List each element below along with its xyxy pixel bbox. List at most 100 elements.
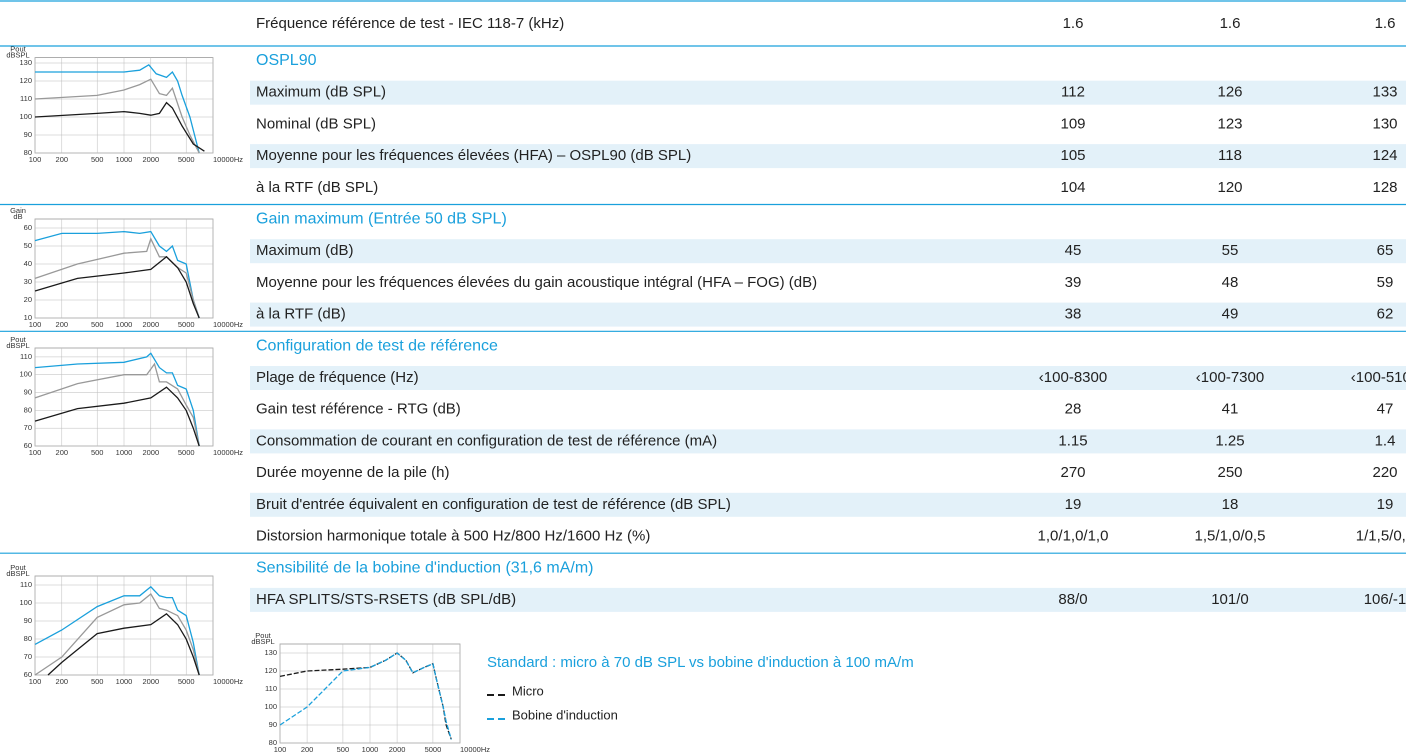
- row-value: 1,0/1,0/1,0: [1038, 527, 1109, 544]
- row-label: Nominal (dB SPL): [256, 115, 376, 132]
- y-tick-label: 110: [265, 684, 277, 693]
- chart-note: Standard : micro à 70 dB SPL vs bobine d…: [487, 654, 914, 671]
- row-band: [250, 366, 1406, 390]
- x-tick-label: 10000Hz: [213, 320, 243, 329]
- mini-chart: 60 70 80 90 100 110 100 200 500 1000 2000 5000 10000…: [6, 335, 243, 457]
- row-value: 19: [1377, 496, 1394, 513]
- x-tick-label: 2000: [142, 448, 159, 457]
- x-tick-label: 5000: [178, 320, 195, 329]
- y-axis-label: dBSPL: [6, 341, 29, 350]
- y-tick-label: 110: [20, 580, 32, 589]
- row-value: 130: [1372, 115, 1397, 132]
- x-tick-label: 1000: [116, 448, 133, 457]
- curve: [34, 386, 200, 447]
- x-tick-label: 200: [56, 677, 69, 686]
- x-tick-label: 10000Hz: [213, 155, 243, 164]
- curve: [47, 612, 200, 676]
- row-value: 38: [1065, 306, 1082, 323]
- row-band: [250, 429, 1406, 454]
- x-tick-label: 1000: [362, 745, 379, 754]
- row-value: 49: [1222, 306, 1239, 323]
- y-tick-label: 50: [24, 241, 32, 250]
- row-value: 55: [1222, 242, 1239, 259]
- row-value: 39: [1065, 274, 1082, 291]
- x-tick-label: 1000: [116, 320, 133, 329]
- x-tick-label: 200: [56, 155, 69, 164]
- curve: [279, 652, 452, 740]
- y-tick-label: 90: [24, 616, 32, 625]
- mini-chart: 80 90 100 110 120 130 100 200 500 1000 2000 5000 100…: [6, 45, 243, 164]
- x-tick-label: 1000: [116, 155, 133, 164]
- y-tick-label: 70: [24, 423, 32, 432]
- row-band: [250, 492, 1406, 517]
- row-value: 106/-1: [1364, 591, 1406, 608]
- row-label: HFA SPLITS/STS-RSETS (dB SPL/dB): [256, 591, 516, 608]
- y-tick-label: 100: [19, 370, 32, 379]
- row-label: Bruit d'entrée équivalent en configurati…: [256, 496, 731, 513]
- curve: [34, 101, 205, 152]
- x-tick-label: 500: [91, 320, 104, 329]
- y-tick-label: 30: [24, 277, 32, 286]
- curve: [34, 237, 200, 319]
- y-tick-label: 80: [24, 148, 32, 157]
- y-tick-label: 60: [24, 223, 32, 232]
- y-axis-label: Pout: [10, 335, 26, 344]
- y-axis-label: Pout: [10, 563, 26, 572]
- curve: [34, 230, 200, 319]
- row-band: [250, 144, 1406, 169]
- row-value: 101/0: [1211, 591, 1249, 608]
- row-value: 1.4: [1375, 432, 1396, 449]
- x-tick-label: 5000: [178, 677, 195, 686]
- y-tick-label: 80: [24, 634, 32, 643]
- row-label: Fréquence référence de test - IEC 118-7 …: [256, 15, 564, 32]
- curve: [34, 585, 200, 676]
- row-label: Maximum (dB): [256, 242, 354, 259]
- row-value: 18: [1222, 496, 1239, 513]
- y-tick-label: 120: [264, 666, 277, 675]
- x-tick-label: 200: [301, 745, 314, 754]
- x-tick-label: 10000Hz: [213, 677, 243, 686]
- y-tick-label: 80: [269, 738, 277, 747]
- x-tick-label: 2000: [389, 745, 406, 754]
- y-tick-label: 100: [19, 598, 32, 607]
- row-label: Moyenne pour les fréquences élevées (HFA…: [256, 147, 691, 164]
- x-tick-label: 100: [29, 448, 42, 457]
- y-tick-label: 60: [24, 441, 32, 450]
- row-value: 1.6: [1220, 15, 1241, 32]
- section-title: Gain maximum (Entrée 50 dB SPL): [256, 211, 507, 228]
- row-band: [250, 302, 1406, 327]
- y-axis-label: Pout: [10, 45, 26, 54]
- legend-label: Bobine d'induction: [512, 707, 618, 722]
- y-axis-label: dBSPL: [6, 51, 29, 60]
- mini-chart: 60 70 80 90 100 110 100 200 500 1000 2000 5000 10000…: [6, 563, 243, 686]
- row-value: 62: [1377, 306, 1394, 323]
- row-value: 270: [1060, 464, 1085, 481]
- row-value: 104: [1060, 179, 1085, 196]
- y-tick-label: 10: [24, 313, 32, 322]
- x-tick-label: 500: [91, 155, 104, 164]
- row-label: Moyenne pour les fréquences élevées du g…: [256, 274, 817, 291]
- y-axis-label: dBSPL: [251, 637, 274, 646]
- y-tick-label: 60: [24, 670, 32, 679]
- row-value: 105: [1060, 147, 1085, 164]
- row-label: à la RTF (dB SPL): [256, 179, 378, 196]
- row-value: 126: [1217, 84, 1242, 101]
- y-tick-label: 100: [264, 702, 277, 711]
- x-tick-label: 5000: [425, 745, 442, 754]
- y-axis-label: Pout: [255, 631, 271, 640]
- row-value: 1/1,5/0,5: [1356, 527, 1406, 544]
- y-axis-label: Gain: [10, 206, 26, 215]
- row-value: ‹100-8300: [1039, 369, 1107, 386]
- row-label: Consommation de courant en configuration…: [256, 432, 717, 449]
- x-tick-label: 500: [91, 677, 104, 686]
- y-tick-label: 90: [24, 130, 32, 139]
- row-value: 88/0: [1058, 591, 1087, 608]
- y-tick-label: 20: [24, 295, 32, 304]
- row-value: ‹100-7300: [1196, 369, 1264, 386]
- y-axis-label: dBSPL: [6, 569, 29, 578]
- row-value: 28: [1065, 401, 1082, 418]
- x-tick-label: 5000: [178, 448, 195, 457]
- y-tick-label: 70: [24, 652, 32, 661]
- row-value: 45: [1065, 242, 1082, 259]
